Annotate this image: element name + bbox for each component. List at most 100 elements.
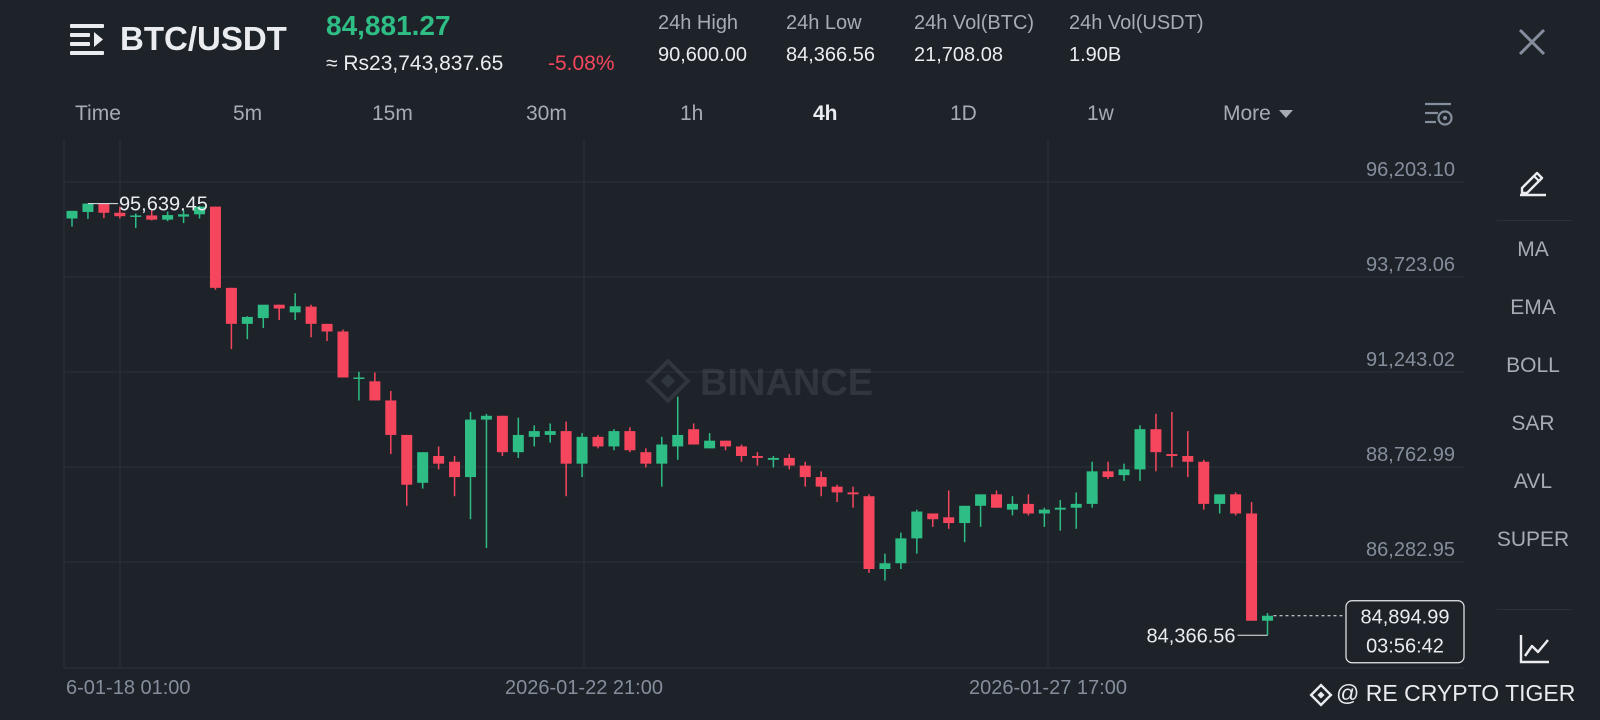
- chart-settings-icon[interactable]: [1422, 100, 1454, 130]
- candle: [337, 329, 349, 378]
- candle: [465, 411, 476, 520]
- candle: [480, 413, 492, 548]
- price-tick: 88,762.99: [1366, 444, 1455, 466]
- stat-value: 1.90B: [1069, 44, 1122, 66]
- candle: [831, 484, 843, 502]
- menu-icon[interactable]: [70, 24, 104, 56]
- tab-1w[interactable]: 1w: [1087, 102, 1114, 125]
- candle: [1022, 494, 1034, 516]
- low-price-label: 84,366.56: [1147, 625, 1236, 647]
- price-tick: 96,203.10: [1366, 159, 1455, 181]
- candle: [417, 452, 429, 489]
- candle: [512, 417, 524, 458]
- pair-title[interactable]: BTC/USDT: [120, 20, 287, 57]
- candle: [735, 444, 747, 462]
- candle: [656, 436, 668, 487]
- candle: [767, 456, 779, 468]
- candle: [209, 206, 221, 290]
- tab-1h[interactable]: 1h: [680, 102, 704, 125]
- candle: [1214, 494, 1226, 514]
- price-tick: 86,282.95: [1366, 539, 1455, 561]
- tab-more[interactable]: More: [1223, 102, 1293, 126]
- stat-24h-high: 24h High 90,600.00: [658, 12, 747, 67]
- candle: [704, 433, 716, 449]
- sidebar-divider: [1497, 220, 1571, 221]
- indicator-ema[interactable]: EMA: [1510, 296, 1556, 319]
- sidebar-divider: [1497, 609, 1571, 610]
- indicator-super[interactable]: SUPER: [1496, 528, 1570, 551]
- indicator-avl[interactable]: AVL: [1513, 470, 1553, 493]
- candle: [496, 415, 508, 457]
- candle: [114, 206, 126, 219]
- candle: [321, 323, 333, 342]
- candle: [82, 203, 94, 219]
- candle: [369, 372, 381, 401]
- candle: [911, 509, 923, 554]
- candle-countdown: 03:56:42: [1366, 636, 1444, 658]
- time-tick: 6-01-18 01:00: [66, 677, 191, 699]
- tab-4h[interactable]: 4h: [813, 102, 838, 125]
- time-tick: 2026-01-27 17:00: [969, 677, 1127, 699]
- candle: [975, 494, 987, 527]
- last-price: 84,881.27: [326, 10, 451, 41]
- candle: [433, 446, 445, 470]
- candle: [1182, 431, 1194, 478]
- candle: [927, 513, 939, 527]
- candle: [624, 427, 636, 453]
- pencil-icon[interactable]: [1516, 164, 1550, 198]
- stat-label: 24h Vol(USDT): [1069, 12, 1204, 34]
- candle: [943, 490, 955, 529]
- tab-30m[interactable]: 30m: [526, 102, 567, 125]
- tab-1d[interactable]: 1D: [950, 102, 977, 125]
- candle: [640, 448, 652, 468]
- line-chart-icon[interactable]: [1518, 632, 1552, 666]
- candle: [672, 396, 684, 460]
- close-icon[interactable]: [1512, 22, 1552, 62]
- candle: [1054, 500, 1066, 531]
- current-price-label: 84,894.99: [1361, 607, 1450, 629]
- chart-grid: [63, 140, 1465, 669]
- candle: [1134, 425, 1146, 481]
- candle: [194, 205, 206, 219]
- tab-15m[interactable]: 15m: [372, 102, 413, 125]
- watermark-logo-text: BINANCE: [700, 362, 873, 404]
- candle: [592, 434, 604, 449]
- change-percent: -5.08%: [548, 52, 615, 75]
- stat-value: 84,366.56: [786, 44, 875, 66]
- candle: [576, 433, 588, 478]
- stat-24h-low: 24h Low 84,366.56: [786, 12, 875, 67]
- tab-time[interactable]: Time: [75, 102, 121, 125]
- candle: [146, 210, 158, 221]
- menu-arrow-icon: [94, 32, 103, 47]
- price-tick: 91,243.02: [1366, 349, 1455, 371]
- indicator-boll[interactable]: BOLL: [1506, 354, 1560, 377]
- stat-label: 24h Vol(BTC): [914, 12, 1035, 34]
- candle: [162, 211, 174, 222]
- indicator-ma[interactable]: MA: [1517, 238, 1549, 261]
- candle: [353, 371, 365, 401]
- time-axis: 6-01-18 01:00 2026-01-22 21:00 2026-01-27 …: [66, 677, 1127, 699]
- current-price-box: [1345, 600, 1465, 664]
- candlestick-chart[interactable]: BINANCE 96,203.10 93,723.06 91,243.02 88,76…: [0, 140, 1470, 710]
- stat-24h-vol-usdt: 24h Vol(USDT) 1.90B: [1069, 12, 1204, 67]
- interval-tabs: Time 5m 15m 30m 1h 4h 1D 1w More: [0, 98, 1440, 134]
- candle: [991, 490, 1003, 508]
- binance-logo-icon: [1309, 683, 1333, 707]
- candle: [688, 423, 700, 445]
- candles: [66, 203, 1273, 636]
- candle: [783, 454, 795, 470]
- indicator-sar[interactable]: SAR: [1511, 412, 1555, 435]
- candle: [178, 210, 190, 224]
- candle: [241, 316, 253, 340]
- candle: [799, 461, 811, 487]
- candle: [305, 304, 317, 338]
- caret-down-icon: [1278, 110, 1293, 119]
- candle: [1102, 461, 1114, 479]
- candle: [273, 304, 285, 321]
- candle: [528, 425, 540, 447]
- tab-5m[interactable]: 5m: [233, 102, 263, 125]
- candle: [863, 494, 875, 573]
- candle: [1070, 492, 1082, 529]
- binance-watermark: BINANCE: [645, 358, 873, 404]
- high-price-label: 95,639.45: [119, 194, 208, 216]
